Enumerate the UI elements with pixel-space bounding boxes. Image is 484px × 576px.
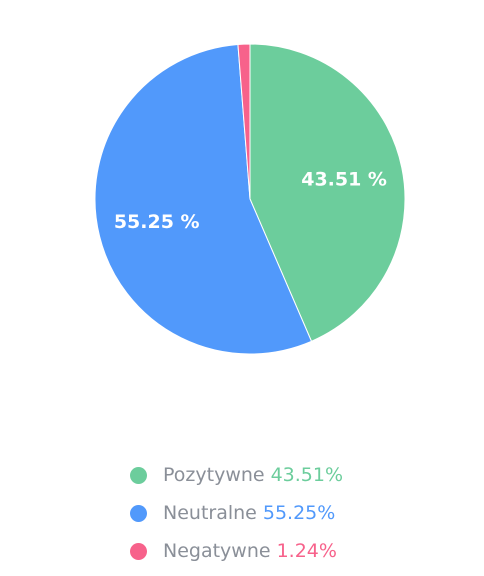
- legend-marker-neutralne: [130, 504, 147, 522]
- slice-label-pozytywne: 43.51 %: [301, 169, 387, 191]
- slice-label-neutralne: 55.25 %: [114, 211, 200, 233]
- legend-value: 55.25%: [262, 502, 336, 524]
- legend-value: 43.51%: [270, 464, 344, 486]
- legend-marker-negatywne: [130, 542, 147, 560]
- pie-slice-neutralne[interactable]: [94, 43, 313, 355]
- legend-label: Neutralne: [163, 502, 257, 524]
- legend-item-neutralne[interactable]: Neutralne 55.25%: [130, 494, 343, 532]
- pie-chart: 43.51 % 55.25 %: [94, 43, 406, 355]
- legend-marker-pozytywne: [130, 466, 147, 484]
- pie-labels: 43.51 % 55.25 %: [114, 169, 387, 234]
- pie-slice-negatywne[interactable]: [237, 43, 251, 200]
- pie-slices: [94, 43, 406, 355]
- legend-label: Negatywne: [163, 540, 271, 562]
- legend-label: Pozytywne: [163, 464, 265, 486]
- pie-slice-pozytywne[interactable]: [249, 43, 406, 342]
- legend: Pozytywne 43.51% Neutralne 55.25% Negaty…: [130, 456, 343, 570]
- legend-value: 1.24%: [276, 540, 337, 562]
- legend-item-pozytywne[interactable]: Pozytywne 43.51%: [130, 456, 343, 494]
- legend-item-negatywne[interactable]: Negatywne 1.24%: [130, 532, 343, 570]
